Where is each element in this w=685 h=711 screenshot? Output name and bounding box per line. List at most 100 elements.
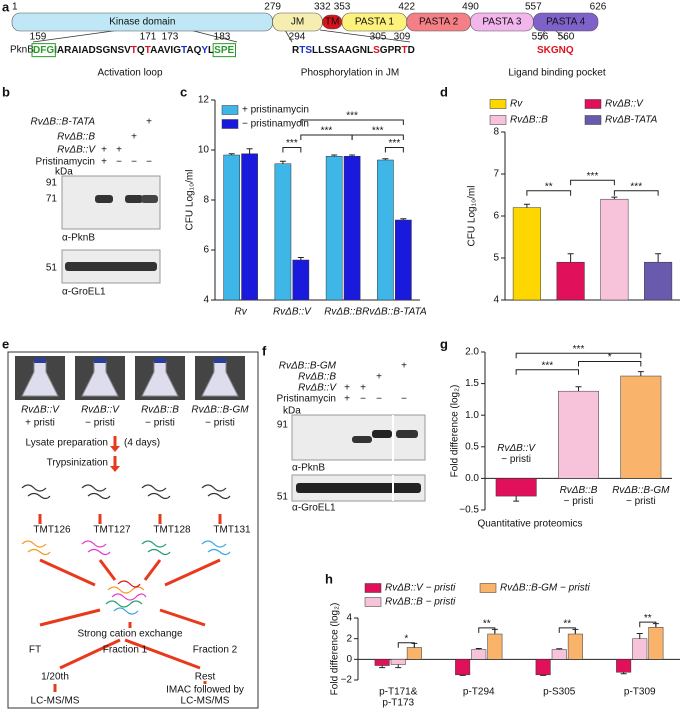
- lane-sign: +: [101, 145, 107, 156]
- residues: S: [373, 45, 380, 56]
- band: [141, 195, 158, 203]
- bar: [390, 659, 406, 665]
- split: 1/20th: [41, 672, 69, 683]
- tmt-tag: TMT127: [93, 525, 131, 536]
- residues: DFG: [33, 45, 54, 56]
- panel-letter: b: [2, 84, 10, 99]
- legend-label: − pristinamycin: [242, 119, 309, 130]
- x-tick-label: p-T173: [382, 698, 414, 709]
- motif-box: [31, 43, 56, 58]
- marker: 91: [277, 420, 289, 431]
- sample-label: RvΔB::B: [141, 405, 179, 416]
- residues: T: [131, 45, 137, 56]
- y-tick-label: 12: [198, 95, 210, 106]
- residue-number: 173: [162, 32, 179, 43]
- significance-bracket: [613, 190, 659, 196]
- band: [296, 483, 421, 493]
- domain-label: PASTA 1: [355, 17, 395, 28]
- y-tick-label: 7: [493, 169, 499, 180]
- residue-number: 560: [558, 32, 575, 43]
- panel-letter: f: [262, 343, 267, 358]
- lane-sign: −: [116, 157, 122, 168]
- sample-label: + pristi: [25, 418, 55, 429]
- y-tick-label: 0: [346, 654, 352, 665]
- position-label: 626: [590, 2, 607, 13]
- y-tick-label: 4: [493, 295, 499, 306]
- fractionation: Strong cation exchange: [77, 629, 183, 640]
- lane-row-label: RvΔB::B-GM: [279, 361, 337, 372]
- error-bar: [331, 154, 338, 157]
- residues: L: [208, 45, 214, 56]
- error-bar: [540, 674, 547, 676]
- y-tick-label: 1.0: [465, 410, 479, 421]
- residue-number: 305: [370, 32, 387, 43]
- significance: ***: [573, 344, 585, 355]
- workflow-frame: [7, 351, 259, 709]
- y-tick-label: 1.5: [465, 378, 479, 389]
- error-bar: [246, 148, 253, 154]
- significance: ***: [321, 126, 333, 137]
- x-tick-label: p-T171&: [379, 687, 418, 698]
- panel-letter: h: [325, 571, 333, 586]
- error-bar: [228, 153, 235, 155]
- domain-label: JM: [291, 17, 304, 28]
- position-label: 422: [398, 2, 415, 13]
- significance: **: [483, 618, 491, 629]
- panel-letter: e: [2, 336, 9, 351]
- significance-bracket: [282, 147, 302, 153]
- caption: Phosphorylation in JM: [301, 68, 399, 79]
- marker: 71: [46, 194, 58, 205]
- y-tick-label: 4: [346, 613, 352, 624]
- error-bar: [513, 496, 520, 502]
- antibody: α-PknB: [62, 233, 95, 244]
- caption: Activation loop: [97, 68, 162, 79]
- significance: **: [563, 618, 571, 629]
- antibody: α-PknB: [292, 463, 325, 474]
- unit: kDa: [55, 167, 73, 178]
- lane-sign: −: [401, 394, 407, 405]
- lane-row-label: RvΔB::V: [298, 383, 337, 394]
- x-tick-label: − pristi: [564, 496, 594, 507]
- marker: 51: [46, 263, 58, 274]
- bar: [535, 659, 551, 676]
- significance: ***: [630, 181, 642, 192]
- workflow-arrows: [38, 436, 222, 692]
- bar: [551, 649, 567, 660]
- flasks: [15, 356, 245, 400]
- legend-label: RvΔB::B: [510, 115, 548, 126]
- significance: ***: [346, 111, 358, 122]
- significance-bracket: [558, 627, 576, 633]
- bar: [455, 659, 471, 676]
- significance: *: [404, 633, 408, 644]
- legend-swatch: [364, 583, 382, 593]
- sample-label: RvΔB::V: [21, 405, 60, 416]
- legend-swatch: [479, 583, 497, 593]
- position-label: 1: [12, 2, 18, 13]
- significance: ***: [541, 360, 553, 371]
- bar: [632, 638, 648, 660]
- bar: [616, 659, 632, 673]
- significance-bracket: [397, 642, 415, 648]
- bar: [600, 198, 629, 301]
- bar: [556, 261, 585, 301]
- bar: [292, 259, 310, 301]
- significance: ***: [587, 171, 599, 182]
- lane-row-label: Pristinamycin: [36, 157, 95, 168]
- analysis: IMAC followed by: [166, 685, 244, 696]
- residues: Q: [137, 45, 145, 56]
- bar: [406, 647, 422, 660]
- legend-swatch: [489, 115, 507, 125]
- residues: SKGNQ: [537, 45, 574, 56]
- error-bar: [655, 253, 662, 263]
- significance: ***: [372, 126, 384, 137]
- lane-sign: +: [401, 361, 407, 372]
- x-tick-label: RvΔB::B: [324, 307, 362, 318]
- x-axis-label: Quantitative proteomics: [477, 519, 582, 530]
- significance-bracket: [515, 369, 579, 375]
- antibody: α-GroEL1: [62, 287, 106, 298]
- marker: 51: [277, 492, 289, 503]
- error-bar: [523, 203, 530, 208]
- significance: ***: [286, 138, 298, 149]
- y-tick-label: 5: [493, 253, 499, 264]
